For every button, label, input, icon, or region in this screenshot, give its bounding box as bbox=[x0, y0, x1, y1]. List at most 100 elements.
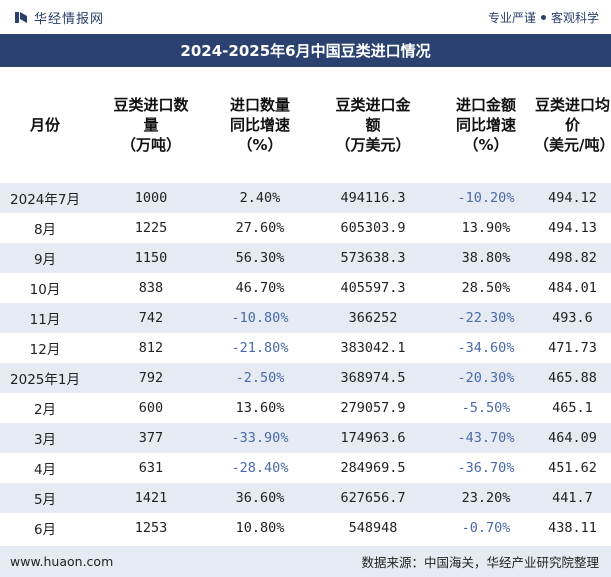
cell-month: 2024年7月 bbox=[10, 192, 80, 208]
cell-volume-growth: -21.80% bbox=[231, 340, 289, 356]
cell-value: 605303.9 bbox=[340, 220, 406, 236]
table-body: 2024年7月 1000 2.40% 494116.3 -10.20% 494.12 8月 1… bbox=[0, 183, 611, 543]
cell-value: 284969.5 bbox=[340, 460, 406, 476]
cell-volume-growth: -10.80% bbox=[231, 310, 289, 326]
cell-volume: 631 bbox=[138, 460, 164, 476]
cell-volume-growth: 2.40% bbox=[239, 190, 281, 206]
cell-volume: 838 bbox=[138, 280, 164, 296]
cell-value: 405597.3 bbox=[340, 280, 406, 296]
huajing-logo-icon bbox=[15, 12, 27, 23]
website-link[interactable]: www.huaon.com bbox=[10, 554, 114, 569]
cell-value: 366252 bbox=[348, 310, 398, 326]
top-bar: 华经情报网 专业严谨 客观科学 bbox=[0, 0, 611, 34]
cell-month: 8月 bbox=[33, 222, 57, 238]
cell-month: 10月 bbox=[29, 282, 61, 298]
cell-avg-price: 484.01 bbox=[548, 280, 597, 296]
table-header: 月份 豆类进口数 量 （万吨） 进口数量 同比增速 （%） 豆类进口金 额 （万… bbox=[0, 67, 611, 183]
cell-value-growth: -0.70% bbox=[461, 520, 511, 536]
cell-value: 627656.7 bbox=[340, 490, 406, 506]
table-row: 6月 1253 10.80% 548948 -0.70% 438.11 bbox=[0, 513, 611, 543]
table-row: 2024年7月 1000 2.40% 494116.3 -10.20% 494.12 bbox=[0, 183, 611, 213]
cell-value-growth: 38.80% bbox=[461, 250, 511, 266]
cell-value: 494116.3 bbox=[340, 190, 406, 206]
table-row: 5月 1421 36.60% 627656.7 23.20% 441.7 bbox=[0, 483, 611, 513]
cell-value: 548948 bbox=[348, 520, 398, 536]
header-value-growth: 进口金额 同比增速 （%） bbox=[455, 96, 516, 154]
brand: 华经情报网 bbox=[14, 8, 104, 27]
cell-volume-growth: 36.60% bbox=[235, 490, 285, 506]
cell-volume-growth: -28.40% bbox=[231, 460, 289, 476]
table-row: 10月 838 46.70% 405597.3 28.50% 484.01 bbox=[0, 273, 611, 303]
cell-volume-growth: -33.90% bbox=[231, 430, 289, 446]
header-import-value: 豆类进口金 额 （万美元） bbox=[335, 96, 411, 154]
cell-avg-price: 471.73 bbox=[548, 340, 597, 356]
cell-value: 368974.5 bbox=[340, 370, 406, 386]
cell-avg-price: 465.88 bbox=[548, 370, 597, 386]
cell-avg-price: 451.62 bbox=[548, 460, 597, 476]
cell-volume: 1421 bbox=[134, 490, 168, 506]
cell-month: 11月 bbox=[29, 312, 61, 328]
header-month: 月份 bbox=[29, 116, 60, 134]
cell-value-growth: -22.30% bbox=[457, 310, 515, 326]
cell-month: 5月 bbox=[33, 492, 57, 508]
cell-value-growth: 28.50% bbox=[461, 280, 511, 296]
cell-value-growth: -10.20% bbox=[457, 190, 515, 206]
cell-month: 12月 bbox=[29, 342, 61, 358]
cell-month: 2025年1月 bbox=[10, 372, 80, 388]
cell-volume: 1000 bbox=[134, 190, 168, 206]
cell-value-growth: -5.50% bbox=[461, 400, 511, 416]
data-source: 数据来源：中国海关，华经产业研究院整理 bbox=[361, 555, 599, 570]
table-row: 2月 600 13.60% 279057.9 -5.50% 465.1 bbox=[0, 393, 611, 423]
cell-value-growth: -20.30% bbox=[457, 370, 515, 386]
brand-name: 华经情报网 bbox=[34, 11, 105, 27]
cell-avg-price: 494.13 bbox=[548, 220, 597, 236]
cell-month: 9月 bbox=[33, 252, 57, 268]
cell-value: 174963.6 bbox=[340, 430, 406, 446]
cell-month: 4月 bbox=[33, 462, 57, 478]
cell-avg-price: 493.6 bbox=[552, 310, 593, 326]
cell-volume-growth: 10.80% bbox=[235, 520, 285, 536]
table-row: 9月 1150 56.30% 573638.3 38.80% 498.82 bbox=[0, 243, 611, 273]
cell-avg-price: 494.12 bbox=[548, 190, 597, 206]
cell-avg-price: 464.09 bbox=[548, 430, 597, 446]
cell-value-growth: -36.70% bbox=[457, 460, 515, 476]
cell-volume-growth: 13.60% bbox=[235, 400, 285, 416]
footer: www.huaon.com 数据来源：中国海关，华经产业研究院整理 bbox=[0, 546, 611, 577]
cell-value-growth: 23.20% bbox=[461, 490, 511, 506]
table-row: 12月 812 -21.80% 383042.1 -34.60% 471.73 bbox=[0, 333, 611, 363]
cell-volume: 1225 bbox=[134, 220, 168, 236]
cell-month: 2月 bbox=[33, 402, 57, 418]
cell-value: 573638.3 bbox=[340, 250, 406, 266]
cell-volume: 792 bbox=[138, 370, 164, 386]
cell-volume: 1253 bbox=[134, 520, 168, 536]
header-volume-growth: 进口数量 同比增速 （%） bbox=[229, 96, 290, 154]
table-row: 2025年1月 792 -2.50% 368974.5 -20.30% 465.88 bbox=[0, 363, 611, 393]
cell-avg-price: 438.11 bbox=[548, 520, 597, 536]
table-row: 8月 1225 27.60% 605303.9 13.90% 494.13 bbox=[0, 213, 611, 243]
cell-value-growth: 13.90% bbox=[461, 220, 511, 236]
slogan-right: 客观科学 bbox=[550, 10, 599, 25]
cell-value-growth: -34.60% bbox=[457, 340, 515, 356]
header-average-price: 豆类进口均 价 （美元/吨） bbox=[534, 96, 611, 154]
cell-value: 383042.1 bbox=[340, 340, 406, 356]
header-import-volume: 豆类进口数 量 （万吨） bbox=[113, 96, 189, 154]
cell-volume: 742 bbox=[138, 310, 164, 326]
cell-volume-growth: 46.70% bbox=[235, 280, 285, 296]
separator-dot-icon bbox=[540, 14, 546, 20]
cell-avg-price: 441.7 bbox=[552, 490, 593, 506]
cell-month: 3月 bbox=[33, 432, 57, 448]
cell-volume-growth: -2.50% bbox=[235, 370, 285, 386]
slogan: 专业严谨 客观科学 bbox=[488, 9, 599, 26]
cell-avg-price: 498.82 bbox=[548, 250, 597, 266]
table-row: 3月 377 -33.90% 174963.6 -43.70% 464.09 bbox=[0, 423, 611, 453]
table-title: 2024-2025年6月中国豆类进口情况 bbox=[0, 34, 611, 67]
table-row: 4月 631 -28.40% 284969.5 -36.70% 451.62 bbox=[0, 453, 611, 483]
cell-value: 279057.9 bbox=[340, 400, 406, 416]
cell-value-growth: -43.70% bbox=[457, 430, 515, 446]
cell-avg-price: 465.1 bbox=[552, 400, 593, 416]
cell-volume-growth: 56.30% bbox=[235, 250, 285, 266]
cell-volume: 1150 bbox=[134, 250, 168, 266]
table-row: 11月 742 -10.80% 366252 -22.30% 493.6 bbox=[0, 303, 611, 333]
cell-volume-growth: 27.60% bbox=[235, 220, 285, 236]
slogan-left: 专业严谨 bbox=[487, 10, 536, 25]
